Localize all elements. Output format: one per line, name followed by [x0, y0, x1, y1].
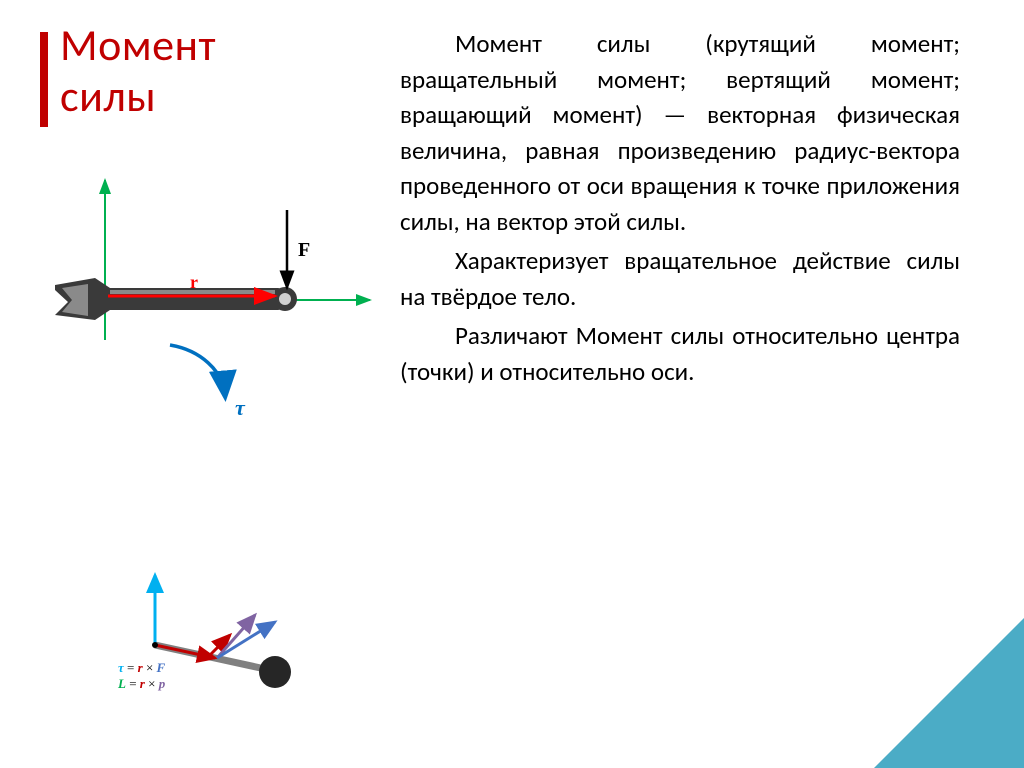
wrench-icon [55, 278, 297, 320]
ball-mass [259, 656, 291, 688]
title-line-2: силы [60, 69, 156, 123]
paragraph-1: Момент силы (крутящий момент; вращательн… [400, 26, 960, 239]
body-text: Момент силы (крутящий момент; вращательн… [400, 26, 960, 393]
page-title: Момент силы [60, 20, 216, 121]
tau-label: τ [235, 395, 246, 420]
slide-root: Момент силы Момент силы (крутящий момент… [0, 0, 1024, 768]
paragraph-3: Различают Момент силы относительно центр… [400, 318, 960, 389]
tau-arc [170, 345, 225, 395]
formula-L: L = r × p [118, 676, 165, 692]
f-label: F [298, 239, 310, 261]
formula-tau: τ = r × F [118, 660, 165, 676]
title-accent-bar [40, 32, 48, 127]
wrench-svg: r F τ [40, 170, 380, 450]
r-label: r [190, 272, 198, 292]
paragraph-2: Характеризует вращательное действие силы… [400, 243, 960, 314]
wrench-diagram: r F τ [40, 170, 380, 450]
vector-r [155, 645, 215, 658]
title-line-1: Момент [60, 18, 216, 72]
corner-decoration [874, 618, 1024, 768]
formula-block: τ = r × F L = r × p [118, 660, 165, 693]
